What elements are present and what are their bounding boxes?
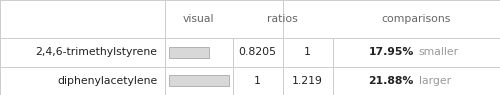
Text: 1: 1 — [304, 47, 311, 57]
Text: 2,4,6-trimethylstyrene: 2,4,6-trimethylstyrene — [36, 47, 158, 57]
Text: 17.95%: 17.95% — [368, 47, 414, 57]
Text: 1: 1 — [254, 76, 261, 86]
Bar — [169, 47, 209, 58]
Text: larger: larger — [419, 76, 451, 86]
Text: 0.8205: 0.8205 — [238, 47, 277, 57]
Text: comparisons: comparisons — [382, 14, 451, 24]
Text: 21.88%: 21.88% — [368, 76, 414, 86]
Text: smaller: smaller — [419, 47, 459, 57]
Text: diphenylacetylene: diphenylacetylene — [57, 76, 158, 86]
Text: ratios: ratios — [267, 14, 298, 24]
Text: visual: visual — [183, 14, 214, 24]
Text: 1.219: 1.219 — [292, 76, 323, 86]
Bar — [169, 75, 228, 86]
